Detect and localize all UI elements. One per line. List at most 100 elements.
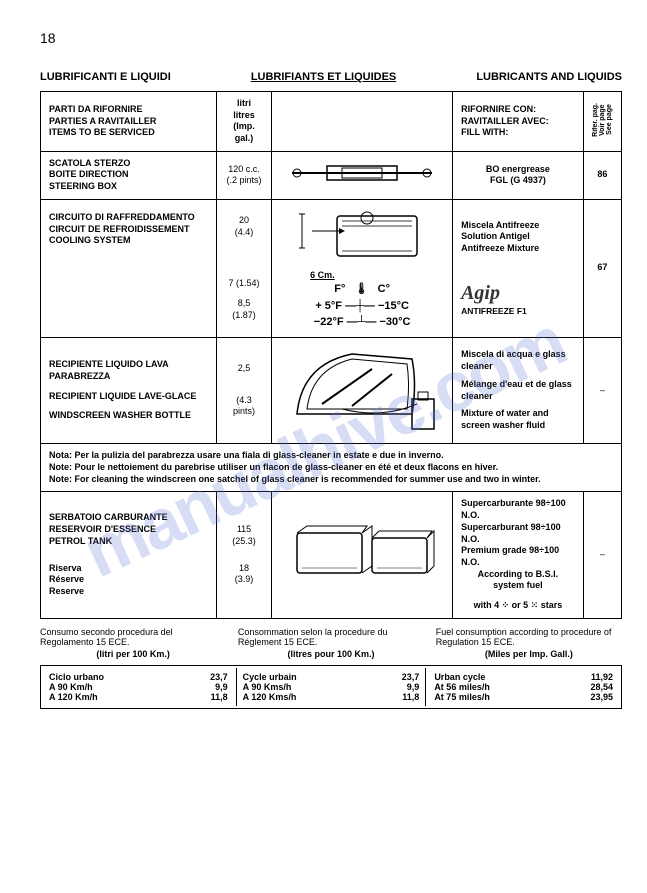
col-fill-en: FILL WITH:	[461, 127, 575, 139]
cooling-qty3: 7 (1.54)	[225, 278, 263, 290]
tank-fill4: According to B.S.I. system fuel	[461, 569, 575, 592]
washer-fill2: Mélange d'eau et de glass cleaner	[461, 379, 575, 402]
fr-n: 9,9	[407, 682, 420, 692]
washer-fill3: Mixture of water and screen washer fluid	[461, 408, 575, 431]
cons-title-en: Fuel consumption according to procedure …	[436, 627, 622, 647]
tank-page: –	[583, 492, 621, 618]
steering-it: SCATOLA STERZO	[49, 158, 208, 170]
washer-en: WINDSCREEN WASHER BOTTLE	[49, 410, 208, 422]
steering-fill2: FGL (G 4937)	[461, 175, 575, 187]
it-h: 11,8	[211, 692, 228, 702]
col-ref: Rifer. pag.Voir pageSee page	[592, 103, 613, 137]
col-qty-it: litri	[225, 98, 263, 110]
steering-fill1: BO energrease	[461, 164, 575, 176]
cooling-fill2: Solution Antigel	[461, 231, 575, 243]
steering-row: SCATOLA STERZO BOITE DIRECTION STEERING …	[41, 151, 622, 199]
steering-qty2: (.2 pints)	[225, 175, 263, 187]
cooling-product: ANTIFREEZE F1	[461, 306, 575, 317]
consumption-titles: Consumo secondo procedura del Regolament…	[40, 627, 622, 659]
tank-qty1: 115	[225, 524, 263, 536]
cooling-it: CIRCUITO DI RAFFREDDAMENTO	[49, 212, 208, 224]
cons-unit-it: (litri per 100 Km.)	[40, 649, 226, 659]
washer-fr: RECIPIENT LIQUIDE LAVE-GLACE	[49, 391, 208, 403]
steering-fr: BOITE DIRECTION	[49, 169, 208, 181]
tank-qty2: (25.3)	[225, 536, 263, 548]
en-v90: At 56 miles/h	[434, 682, 490, 692]
reserve-it: Riserva	[49, 563, 208, 575]
reserve-en: Reserve	[49, 586, 208, 598]
tank-fill5: with 4 ⁘ or 5 ⁙ stars	[461, 600, 575, 612]
coolant-tank-diagram	[292, 206, 432, 266]
en-v120: At 75 miles/h	[434, 692, 490, 702]
tank-it: SERBATOIO CARBURANTE	[49, 512, 208, 524]
cooling-cm: 6 Cm.	[280, 270, 444, 282]
fr-v120: A 120 Kms/h	[243, 692, 297, 702]
windscreen-diagram	[282, 344, 442, 434]
steering-en: STEERING BOX	[49, 181, 208, 193]
col-qty-en: (Imp. gal.)	[225, 121, 263, 144]
washer-fill1: Miscela di acqua e glass cleaner	[461, 349, 575, 372]
tank-row: SERBATOIO CARBURANTE RESERVOIR D'ESSENCE…	[41, 492, 622, 618]
header-fr: LUBRIFIANTS ET LIQUIDES	[251, 71, 396, 83]
section-headers: LUBRIFICANTI E LIQUIDI LUBRIFIANTS ET LI…	[40, 71, 622, 83]
cooling-fill3: Antifreeze Mixture	[461, 243, 575, 255]
cons-unit-fr: (litres pour 100 Km.)	[238, 649, 424, 659]
steering-page: 86	[583, 151, 621, 199]
cons-unit-en: (Miles per Imp. Gall.)	[436, 649, 622, 659]
fr-v90: A 90 Kms/h	[243, 682, 292, 692]
it-n: 9,9	[215, 682, 228, 692]
cooling-fr: CIRCUIT DE REFROIDISSEMENT	[49, 224, 208, 236]
cooling-page: 67	[583, 199, 621, 337]
en-h: 23,95	[590, 692, 613, 702]
table-header-row: PARTI DA RIFORNIRE PARTIES A RAVITAILLER…	[41, 92, 622, 152]
temperature-diagram: F° 🌡 C° + 5°F —┼— −15°C −22°F —┴— −30°C	[280, 281, 444, 331]
cons-title-fr: Consommation selon la procedure du Régle…	[238, 627, 424, 647]
washer-qty2: (4.3 pints)	[225, 395, 263, 418]
tank-qty3: 18	[225, 563, 263, 575]
cons-title-it: Consumo secondo procedura del Regolament…	[40, 627, 226, 647]
tank-fr: RESERVOIR D'ESSENCE	[49, 524, 208, 536]
cooling-qty2: (4.4)	[225, 227, 263, 239]
tank-en: PETROL TANK	[49, 536, 208, 548]
fr-urban: Cycle urbain	[243, 672, 297, 682]
header-en: LUBRICANTS AND LIQUIDS	[476, 71, 622, 83]
en-urban: Urban cycle	[434, 672, 485, 682]
col-fill-it: RIFORNIRE CON:	[461, 104, 575, 116]
cooling-en: COOLING SYSTEM	[49, 235, 208, 247]
steering-box-diagram	[287, 158, 437, 188]
col-qty-fr: litres	[225, 110, 263, 122]
col-parts-it: PARTI DA RIFORNIRE	[49, 104, 208, 116]
washer-page: –	[583, 337, 621, 444]
note-it: Nota: Per la pulizia del parabrezza usar…	[49, 450, 613, 462]
col-parts-fr: PARTIES A RAVITAILLER	[49, 116, 208, 128]
en-u: 11,92	[591, 672, 613, 682]
fr-h: 11,8	[402, 692, 419, 702]
washer-row: RECIPIENTE LIQUIDO LAVA PARABREZZA RECIP…	[41, 337, 622, 444]
agip-brand: Agip	[461, 280, 575, 306]
it-v90: A 90 Km/h	[49, 682, 93, 692]
note-fr: Note: Pour le nettoiement du parebrise u…	[49, 462, 613, 474]
it-v120: A 120 Km/h	[49, 692, 98, 702]
reserve-fr: Réserve	[49, 574, 208, 586]
cooling-qty1: 20	[225, 215, 263, 227]
consumption-table: Ciclo urbano23,7 A 90 Km/h9,9 A 120 Km/h…	[40, 665, 622, 709]
en-n: 28,54	[590, 682, 613, 692]
it-u: 23,7	[210, 672, 228, 682]
cooling-row: CIRCUITO DI RAFFREDDAMENTO CIRCUIT DE RE…	[41, 199, 622, 337]
tank-fill1: Supercarburante 98÷100 N.O.	[461, 498, 575, 521]
header-it: LUBRIFICANTI E LIQUIDI	[40, 71, 171, 83]
tank-qty4: (3.9)	[225, 574, 263, 586]
lubricants-table: PARTI DA RIFORNIRE PARTIES A RAVITAILLER…	[40, 91, 622, 619]
steering-qty1: 120 c.c.	[225, 164, 263, 176]
cooling-qty4: 8,5 (1.87)	[225, 298, 263, 321]
tank-fill3: Premium grade 98÷100 N.O.	[461, 545, 575, 568]
note-row: Nota: Per la pulizia del parabrezza usar…	[41, 444, 622, 492]
fr-u: 23,7	[402, 672, 420, 682]
cooling-fill1: Miscela Antifreeze	[461, 220, 575, 232]
fuel-tank-diagram	[287, 518, 437, 588]
washer-qty1: 2,5	[225, 363, 263, 375]
col-parts-en: ITEMS TO BE SERVICED	[49, 127, 208, 139]
col-fill-fr: RAVITAILLER AVEC:	[461, 116, 575, 128]
page-number: 18	[40, 30, 622, 46]
washer-it: RECIPIENTE LIQUIDO LAVA PARABREZZA	[49, 359, 208, 382]
